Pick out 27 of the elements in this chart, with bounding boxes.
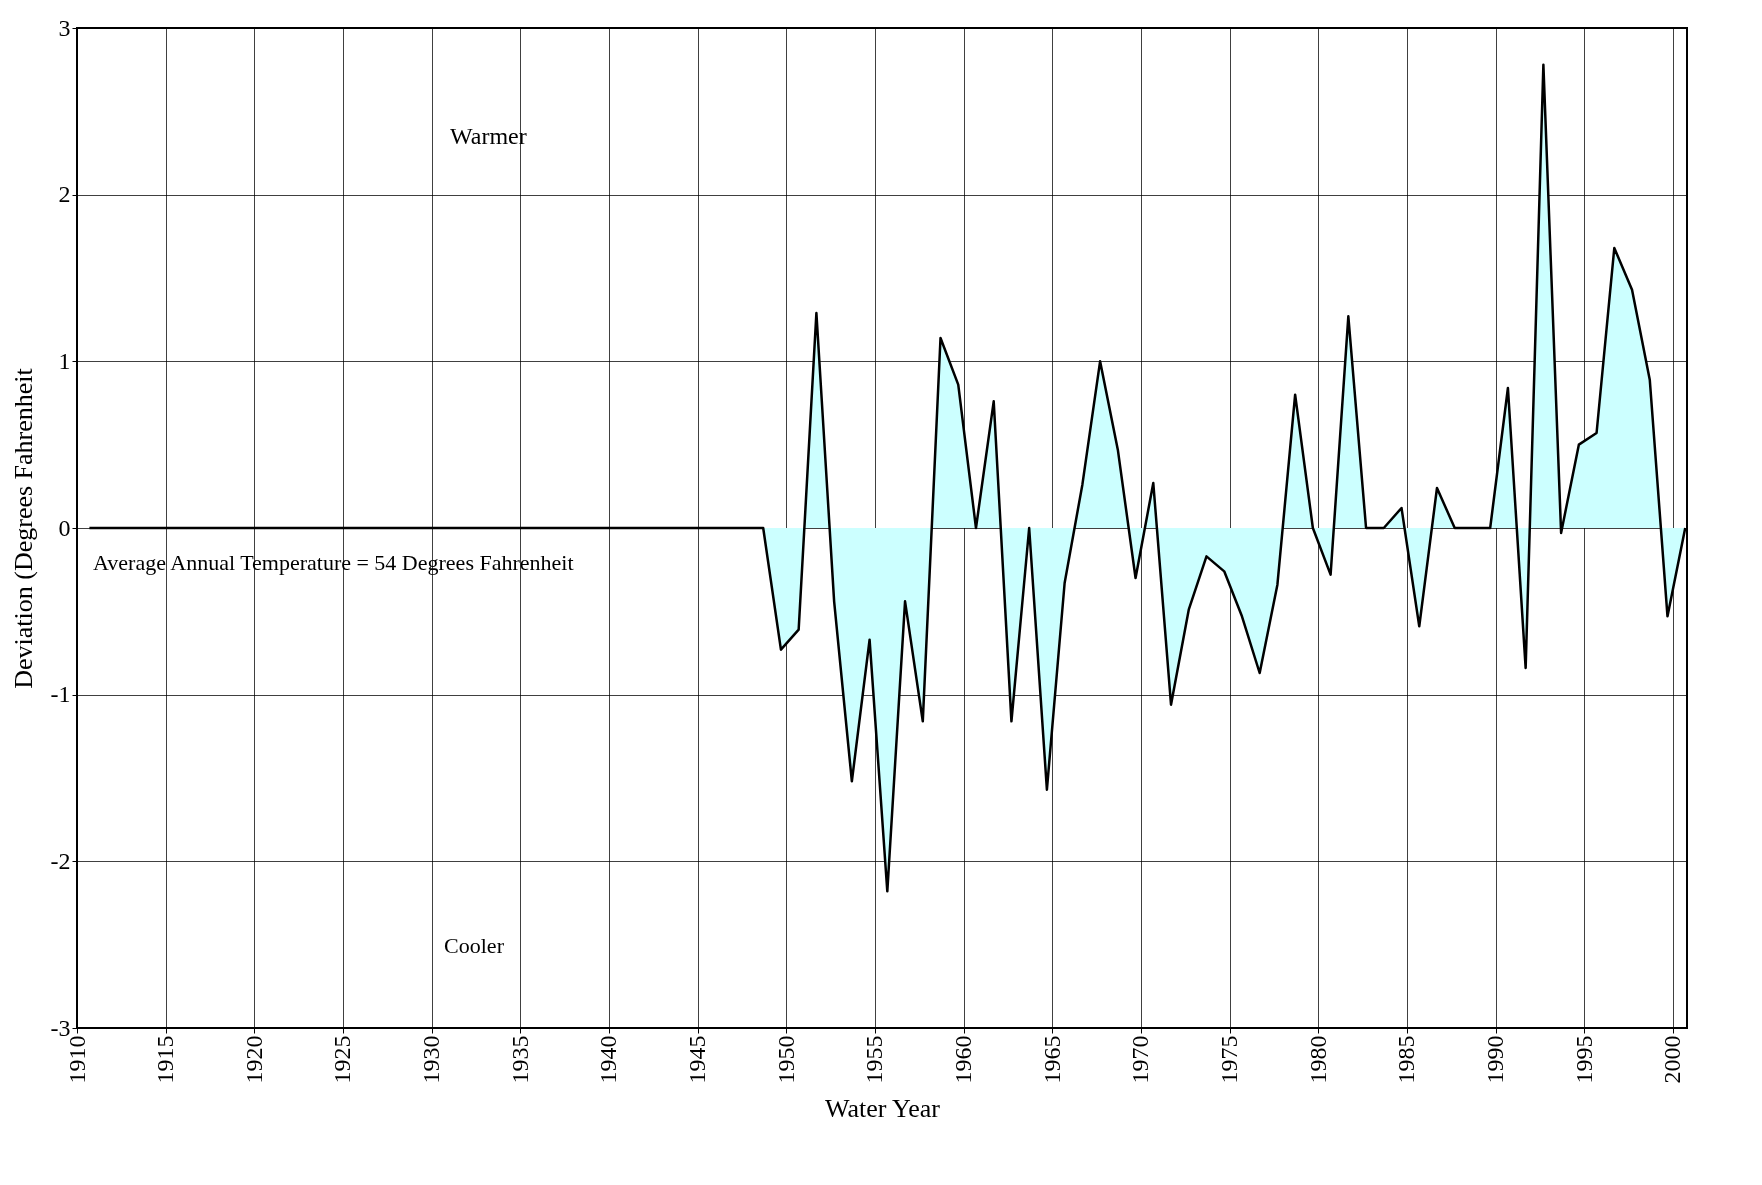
x-axis-title: Water Year [825,1093,941,1123]
x-tick-label: 1995 [1570,1035,1597,1084]
x-tick-label: 1960 [950,1035,977,1084]
x-tick-label: 1980 [1304,1035,1331,1084]
x-tick-label: 2000 [1659,1035,1686,1084]
x-tick-label: 1970 [1127,1035,1154,1084]
y-tick-label: -1 [50,681,71,708]
y-tick-label: 1 [58,347,71,374]
y-tick-label: 2 [58,181,71,208]
x-tick-label: 1925 [329,1035,356,1084]
y-tick-label: 0 [58,514,71,541]
x-tick-label: 1915 [152,1035,179,1084]
x-tick-label: 1930 [418,1035,445,1084]
x-tick-label: 1935 [506,1035,533,1084]
y-tick-label: -2 [50,847,71,874]
x-tick-label: 1965 [1038,1035,1065,1084]
x-tick-label: 1985 [1393,1035,1420,1084]
x-tick-label: 1975 [1216,1035,1243,1084]
x-tick-label: 1940 [595,1035,622,1084]
annotation: Cooler [444,933,505,958]
x-tick-label: 1990 [1482,1035,1508,1084]
y-tick-label: 3 [58,14,71,41]
y-axis-title: Deviation (Degrees Fahrenheit [8,367,38,689]
x-tick-label: 1945 [684,1035,711,1084]
x-tick-label: 1920 [240,1035,267,1084]
x-tick-label: 1950 [772,1035,799,1084]
x-tick-label: 1955 [861,1035,888,1084]
